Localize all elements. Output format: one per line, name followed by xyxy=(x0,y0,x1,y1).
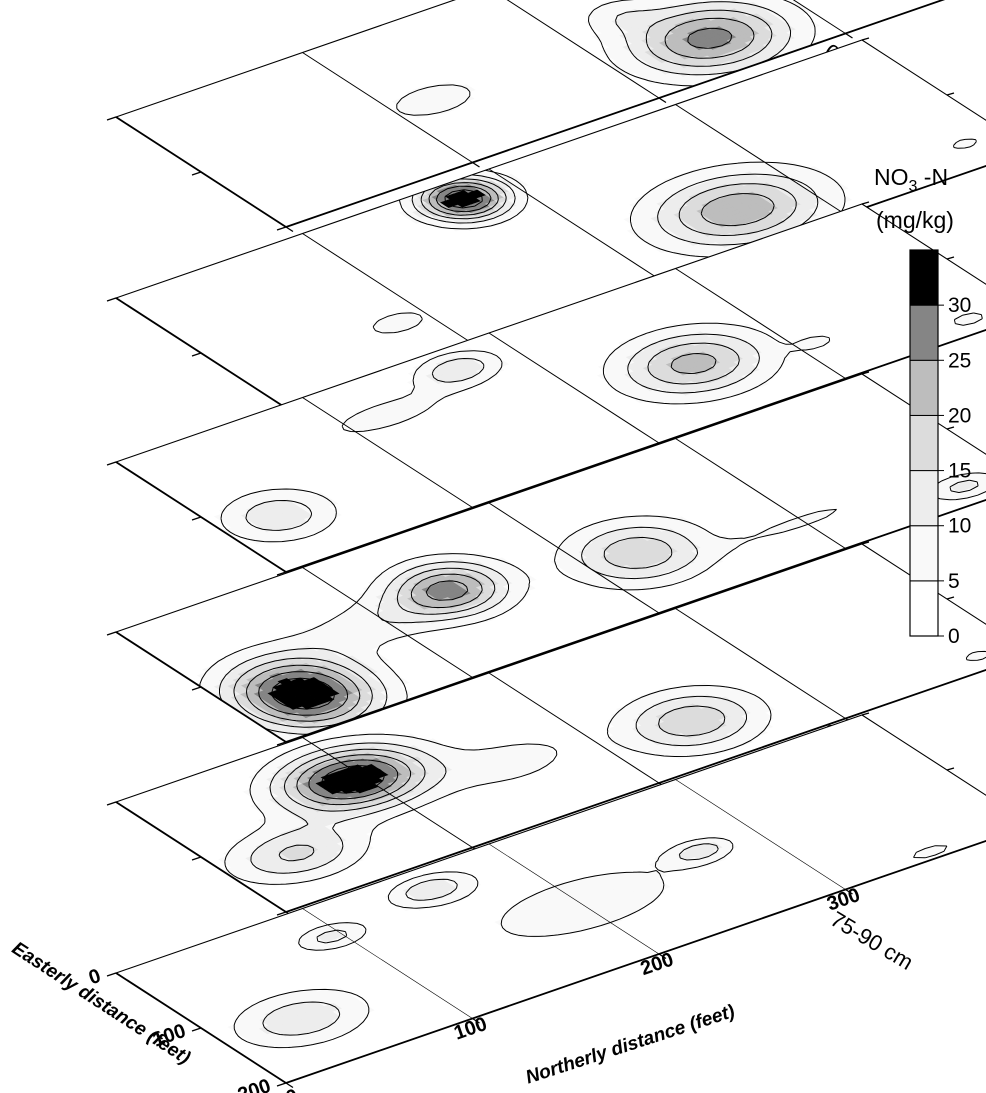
colorbar-band xyxy=(909,304,939,361)
contour-lines xyxy=(396,0,953,116)
grid-line xyxy=(302,52,473,163)
contour-fill xyxy=(196,470,986,742)
tick-mark xyxy=(285,1082,294,1089)
grid-line xyxy=(302,737,473,848)
grid-line xyxy=(302,397,473,508)
tick-mark xyxy=(845,32,853,39)
layer-depth-label: 75-90 cm xyxy=(826,906,917,975)
tick-mark xyxy=(106,461,117,466)
tick-mark xyxy=(106,801,117,806)
grid-line xyxy=(506,0,660,99)
colorbar-tick-label: 30 xyxy=(948,294,971,317)
tick-mark xyxy=(191,352,202,357)
colorbar-unit: (mg/kg) xyxy=(876,207,954,233)
contour-fill xyxy=(218,649,986,888)
colorbar-title-rest: -N xyxy=(917,164,948,190)
layer-plane xyxy=(116,204,986,572)
tick-mark xyxy=(472,161,480,168)
grid-line xyxy=(675,779,846,890)
tick-mark xyxy=(845,888,853,895)
grid-line xyxy=(302,567,473,678)
grid-line xyxy=(302,233,473,344)
colorbar-band xyxy=(909,525,939,582)
tick-mark xyxy=(276,571,287,576)
contour-lines xyxy=(220,312,983,543)
tick-mark xyxy=(106,972,117,977)
contour-lines xyxy=(224,650,986,885)
colorbar-tick-label: 15 xyxy=(948,460,971,483)
contour-lines xyxy=(233,837,948,1049)
colorbar-tick-label: 25 xyxy=(948,349,971,372)
tick-mark xyxy=(472,1017,480,1024)
tick-mark xyxy=(191,171,202,176)
grid-line xyxy=(675,608,846,719)
tick-mark xyxy=(106,631,117,636)
grid-line xyxy=(488,672,660,784)
tick-mark xyxy=(191,516,202,521)
grid-line xyxy=(488,332,660,444)
grid-line xyxy=(675,104,846,215)
x-axis-title: Northerly distance (feet) xyxy=(523,1001,737,1089)
grid-line xyxy=(302,908,473,1019)
tick-mark xyxy=(276,741,287,746)
tick-mark xyxy=(106,116,117,121)
colorbar-tick-label: 20 xyxy=(948,404,971,427)
tick-mark xyxy=(106,297,117,302)
colorbar-band xyxy=(909,249,939,306)
colorbar-title: NO3 -N xyxy=(874,164,948,195)
colorbar-band xyxy=(909,580,939,637)
x-tick-label: 0 xyxy=(283,1085,301,1093)
depth-layer: 45-60 cm xyxy=(106,371,986,748)
grid-line xyxy=(488,502,660,614)
grid-line xyxy=(488,843,660,955)
tick-mark xyxy=(276,226,287,231)
tick-mark xyxy=(276,911,287,916)
colorbar-band xyxy=(909,414,939,472)
colorbar-title-main: NO xyxy=(874,164,909,190)
tick-mark xyxy=(658,97,667,104)
colorbar-tick-label: 10 xyxy=(948,515,971,538)
colorbar-tick-label: 5 xyxy=(948,570,960,593)
colorbar-tick-label: 0 xyxy=(948,625,960,648)
tick-mark xyxy=(191,686,202,691)
tick-mark xyxy=(191,1027,202,1032)
grid-line xyxy=(488,168,660,280)
colorbar: NO3 -N (mg/kg) 0 5 10 15 20 25 30 xyxy=(874,164,971,648)
colorbar-band xyxy=(909,470,939,527)
y-tick-label: 200 xyxy=(235,1075,274,1093)
layer-plane xyxy=(116,40,986,408)
colorbar-title-sub: 3 xyxy=(909,178,918,195)
tick-mark xyxy=(285,226,294,233)
grid-line xyxy=(792,0,846,34)
tick-mark xyxy=(276,1082,287,1087)
contour-lines xyxy=(199,472,986,735)
tick-mark xyxy=(191,856,202,861)
colorbar-band xyxy=(909,359,939,416)
layers-group: 0-15 cm15-30 cm30-45 cm45-60 cm60-75 cm7… xyxy=(106,0,986,1089)
grid-line xyxy=(675,268,846,379)
tick-mark xyxy=(658,953,667,960)
grid-line xyxy=(675,438,846,549)
